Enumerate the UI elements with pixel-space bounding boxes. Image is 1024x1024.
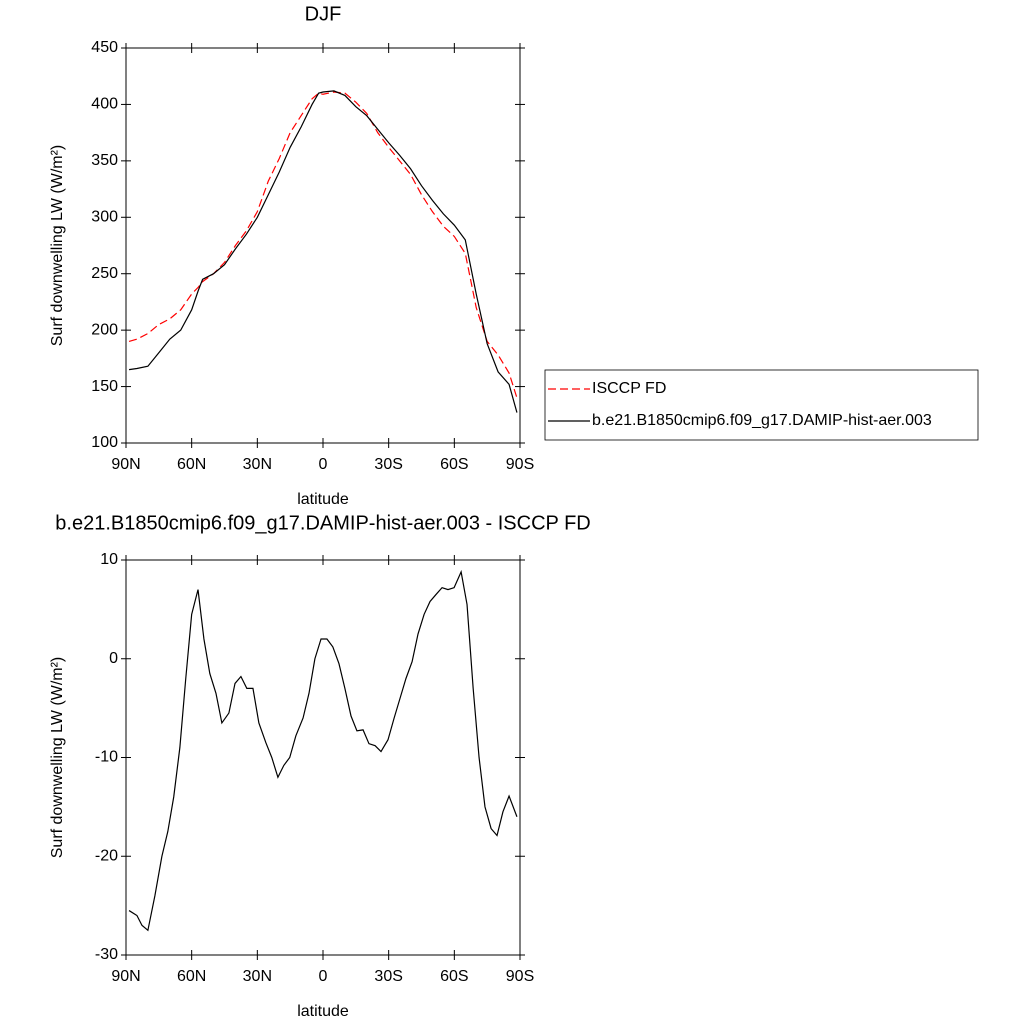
legend-label: b.e21.B1850cmip6.f09_g17.DAMIP-hist-aer.…	[592, 412, 932, 429]
x-tick-label: 90S	[506, 456, 534, 473]
y-axis-label: Surf downwelling LW (W/m²)	[49, 657, 66, 859]
y-tick-label: 100	[91, 434, 118, 451]
x-tick-label: 60S	[440, 968, 468, 985]
chart-title: DJF	[305, 3, 342, 25]
x-tick-label: 60N	[177, 968, 206, 985]
data-line	[128, 90, 518, 413]
x-tick-label: 30S	[374, 968, 402, 985]
x-tick-label: 30S	[374, 456, 402, 473]
data-line	[128, 569, 518, 932]
x-tick-label: 90S	[506, 968, 534, 985]
y-tick-label: -20	[95, 847, 118, 864]
y-tick-label: -10	[95, 749, 118, 766]
x-tick-label: 30N	[243, 968, 272, 985]
plot-frame	[125, 559, 521, 956]
x-tick-label: 60N	[177, 456, 206, 473]
y-tick-label: 0	[109, 650, 118, 667]
y-tick-label: 10	[100, 551, 118, 568]
y-axis-label: Surf downwelling LW (W/m²)	[49, 145, 66, 347]
x-tick-label: 90N	[111, 456, 140, 473]
y-tick-label: 400	[91, 96, 118, 113]
y-tick-label: 450	[91, 39, 118, 56]
chart-title: b.e21.B1850cmip6.f09_g17.DAMIP-hist-aer.…	[55, 512, 590, 534]
legend-label: ISCCP FD	[592, 380, 666, 397]
y-tick-label: 350	[91, 152, 118, 169]
x-axis-label: latitude	[297, 1003, 349, 1020]
y-tick-label: 150	[91, 378, 118, 395]
data-line	[128, 91, 518, 399]
y-tick-label: 300	[91, 209, 118, 226]
plot-frame	[125, 47, 521, 444]
x-tick-label: 90N	[111, 968, 140, 985]
y-tick-label: 250	[91, 265, 118, 282]
y-tick-label: -30	[95, 946, 118, 963]
x-tick-label: 0	[319, 968, 328, 985]
x-tick-label: 60S	[440, 456, 468, 473]
y-tick-label: 200	[91, 321, 118, 338]
legend-box	[544, 369, 979, 441]
x-tick-label: 30N	[243, 456, 272, 473]
x-tick-label: 0	[319, 456, 328, 473]
x-axis-label: latitude	[297, 491, 349, 508]
